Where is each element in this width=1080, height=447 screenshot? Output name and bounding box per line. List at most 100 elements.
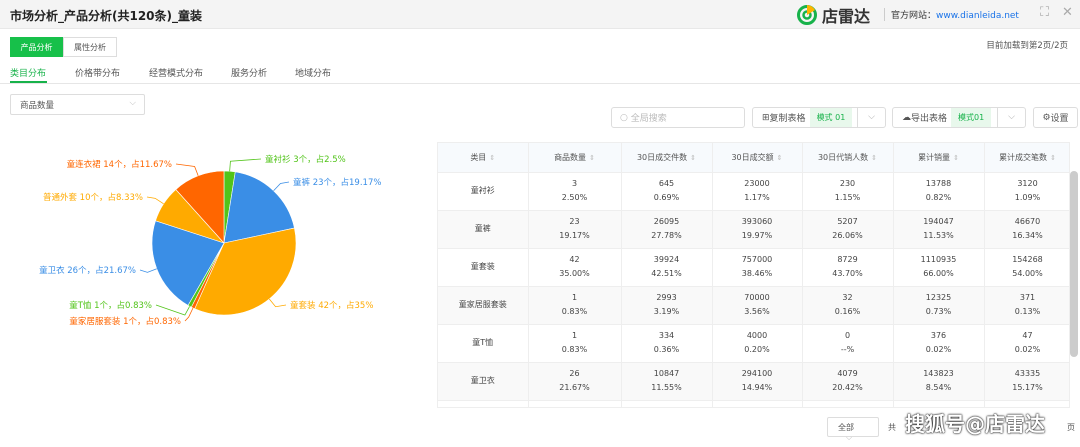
page-suffix: 页 (1067, 423, 1075, 432)
column-header[interactable]: 30日成交件数 ⇕ (621, 143, 713, 172)
tab-product-analysis[interactable]: 产品分析 (10, 37, 63, 57)
table-cell: 4000 0.20% (712, 323, 803, 362)
tab-service[interactable]: 服务分析 (231, 69, 268, 79)
column-header[interactable]: 类目 ⇕ (438, 143, 529, 172)
sub-tabs (0, 60, 1080, 84)
table-cell: 1 0.83% (528, 285, 622, 324)
copy-mode: 模式 01 (809, 108, 853, 127)
table-cell: 8729 43.70% (802, 247, 894, 286)
chevron-down-icon[interactable]: ⌵ (997, 108, 1025, 127)
table-cell: 1 0.83% (528, 323, 622, 362)
column-header[interactable]: 累计成交笔数 ⇕ (984, 143, 1069, 172)
table-cell: 376 0.02% (893, 323, 985, 362)
pie-slice[interactable] (223, 171, 295, 244)
export-mode: 模式01 (951, 108, 992, 127)
table-cell: 371 0.13% (984, 285, 1069, 324)
table-cell: 294100 14.94% (712, 361, 803, 400)
sort-icon[interactable]: ⇕ (1050, 153, 1056, 162)
slice-label: 童连衣裙 14个，占11.67% (67, 159, 172, 170)
slice-label: 童卫衣 26个，占21.67% (39, 265, 136, 276)
label-leader-line (175, 163, 199, 176)
slice-label: 童套装 42个，占35% (290, 300, 373, 311)
table-row: 童套装 42 35.00% 39924 42.51% 757000 38.46% 8729 43… (438, 247, 1069, 286)
table-cell: 23000 1.17% (712, 171, 803, 210)
category-cell: 童家居服套装 (438, 285, 529, 324)
chevron-down-icon: ⌵ (846, 433, 853, 442)
table-cell: 2993 3.19% (621, 285, 713, 324)
column-header[interactable]: 商品数量 ⇕ (528, 143, 622, 172)
page-size-select[interactable]: 全部 ⌵ (827, 417, 879, 442)
close-icon[interactable]: ✕ (1062, 5, 1073, 20)
copy-icon: ⊞ (762, 112, 770, 123)
table-cell: 5207 26.06% (802, 209, 894, 248)
category-cell: 童T恤 (438, 323, 529, 362)
metric-select[interactable]: 商品数量 ⌵ (10, 94, 145, 115)
table-scrollbar[interactable] (1070, 171, 1078, 357)
table-cell: 143823 8.54% (893, 361, 985, 400)
tab-region[interactable]: 地域分布 (295, 69, 332, 79)
table-cell: 26095 27.78% (621, 209, 713, 248)
fullscreen-icon[interactable]: ⛶ (1040, 5, 1050, 20)
settings-button[interactable]: ⚙ 设置 (1033, 107, 1078, 128)
title-bar (0, 0, 1080, 29)
table-cell: 10847 11.55% (621, 361, 713, 400)
table-cell: 154268 54.00% (984, 247, 1069, 286)
table-cell: 23 19.17% (528, 209, 622, 248)
site-link[interactable]: www.dianleida.net (936, 11, 1019, 21)
search-input[interactable]: ○ 全局搜索 (611, 107, 745, 128)
gear-icon: ⚙ (1042, 112, 1051, 123)
column-header[interactable]: 累计销量 ⇕ (893, 143, 985, 172)
table-cell: 230 1.15% (802, 171, 894, 210)
table-row: 童衬衫 3 2.50% 645 0.69% 23000 1.17% 230 1.15% 13788… (438, 171, 1069, 210)
pie-slice[interactable] (175, 170, 225, 244)
sort-icon[interactable]: ⇕ (776, 153, 783, 162)
label-leader-line (229, 158, 262, 172)
sort-icon[interactable]: ⇕ (589, 153, 595, 162)
sort-icon[interactable]: ⇕ (953, 153, 959, 162)
label-leader-line (269, 298, 287, 308)
table-cell: 334 0.36% (621, 323, 713, 362)
tab-category[interactable]: 类目分布 (10, 69, 47, 79)
tab-price-band[interactable]: 价格带分布 (75, 69, 121, 79)
table-cell: 46670 16.34% (984, 209, 1069, 248)
table-row: 童家居服套装 1 0.83% 2993 3.19% 70000 3.56% 32 0.16% 12… (438, 285, 1069, 324)
pie-slice[interactable] (194, 227, 297, 316)
data-table: 类目 ⇕ 商品数量 ⇕ 30日成交件数 ⇕ 30日成交额 ⇕ 30日代销人数 ⇕ 累计销量 ⇕ 累计成交… (437, 142, 1070, 408)
column-header[interactable]: 30日成交额 ⇕ (712, 143, 803, 172)
chevron-down-icon[interactable]: ⌵ (857, 108, 885, 127)
table-cell: 194047 11.53% (893, 209, 985, 248)
label-leader-line (139, 268, 157, 273)
sort-icon[interactable]: ⇕ (489, 153, 496, 162)
category-cell: 童裤 (438, 209, 529, 248)
table-cell: 32 0.16% (802, 285, 894, 324)
label-leader-line (155, 304, 190, 316)
label-leader-line (273, 181, 290, 192)
tab-business-mode[interactable]: 经营模式分布 (149, 69, 204, 79)
table-cell: 26 21.67% (528, 361, 622, 400)
column-header[interactable]: 30日代销人数 ⇕ (802, 143, 894, 172)
export-table-button[interactable]: ☁ 导出表格 模式01 ⌵ (892, 107, 1026, 128)
table-row: 童T恤 1 0.83% 334 0.36% 4000 0.20% 0 --% 376 0.02% 47… (438, 323, 1069, 362)
sort-icon[interactable]: ⇕ (690, 153, 697, 162)
category-cell: 童卫衣 (438, 361, 529, 400)
chevron-down-icon: ⌵ (129, 98, 136, 108)
load-status: 目前加载到第2页/2页 (986, 41, 1068, 51)
table-cell: 70000 3.56% (712, 285, 803, 324)
table-cell: 39924 42.51% (621, 247, 713, 286)
cloud-download-icon: ☁ (902, 112, 911, 123)
watermark: 搜狐号@店雷达 (905, 412, 1045, 436)
sort-icon[interactable]: ⇕ (871, 153, 878, 162)
table-cell: 13788 0.82% (893, 171, 985, 210)
window-title: 市场分析_产品分析(共120条)_童装 (10, 9, 203, 23)
slice-label: 童T恤 1个，占0.83% (69, 300, 152, 311)
table-row: 童裤 23 19.17% 26095 27.78% 393060 19.97% 5207 26.… (438, 209, 1069, 248)
table-cell: 12325 0.73% (893, 285, 985, 324)
slice-label: 童衬衫 3个，占2.5% (265, 154, 346, 165)
table-cell: 393060 19.97% (712, 209, 803, 248)
table-cell: 42 35.00% (528, 247, 622, 286)
active-tab-indicator (10, 81, 47, 83)
label-leader-line (184, 307, 194, 322)
label-leader-line (146, 196, 164, 205)
tab-attribute-analysis[interactable]: 属性分析 (63, 37, 117, 57)
copy-table-button[interactable]: ⊞ 复制表格 模式 01 ⌵ (752, 107, 886, 128)
